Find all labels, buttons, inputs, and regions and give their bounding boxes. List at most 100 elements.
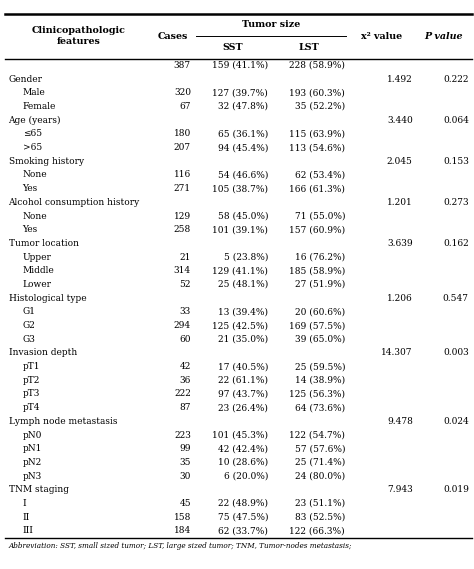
Text: 207: 207 <box>174 143 191 152</box>
Text: G2: G2 <box>23 321 36 330</box>
Text: None: None <box>23 171 47 179</box>
Text: 52: 52 <box>180 280 191 289</box>
Text: 159 (41.1%): 159 (41.1%) <box>212 61 268 70</box>
Text: 101 (45.3%): 101 (45.3%) <box>212 431 268 439</box>
Text: pN2: pN2 <box>23 458 42 467</box>
Text: 27 (51.9%): 27 (51.9%) <box>295 280 345 289</box>
Text: 222: 222 <box>174 389 191 398</box>
Text: Abbreviation: SST, small sized tumor; LST, large sized tumor; TNM, Tumor-nodes m: Abbreviation: SST, small sized tumor; LS… <box>9 542 352 550</box>
Text: 166 (61.3%): 166 (61.3%) <box>289 184 345 193</box>
Text: pT1: pT1 <box>23 362 40 371</box>
Text: 25 (59.5%): 25 (59.5%) <box>294 362 345 371</box>
Text: G1: G1 <box>23 307 36 316</box>
Text: 157 (60.9%): 157 (60.9%) <box>289 225 345 234</box>
Text: Lower: Lower <box>23 280 52 289</box>
Text: 228 (58.9%): 228 (58.9%) <box>289 61 345 70</box>
Text: 223: 223 <box>174 431 191 439</box>
Text: 115 (63.9%): 115 (63.9%) <box>289 129 345 138</box>
Text: Upper: Upper <box>23 253 51 262</box>
Text: 97 (43.7%): 97 (43.7%) <box>218 389 268 398</box>
Text: 25 (71.4%): 25 (71.4%) <box>295 458 345 467</box>
Text: 6 (20.0%): 6 (20.0%) <box>224 472 268 481</box>
Text: Yes: Yes <box>23 184 38 193</box>
Text: 33: 33 <box>180 307 191 316</box>
Text: 20 (60.6%): 20 (60.6%) <box>295 307 345 316</box>
Text: Invasion depth: Invasion depth <box>9 348 77 357</box>
Text: 99: 99 <box>180 444 191 453</box>
Text: 83 (52.5%): 83 (52.5%) <box>295 513 345 522</box>
Text: Histological type: Histological type <box>9 294 86 303</box>
Text: 45: 45 <box>179 499 191 508</box>
Text: ≤65: ≤65 <box>23 129 42 138</box>
Text: 105 (38.7%): 105 (38.7%) <box>212 184 268 193</box>
Text: 0.064: 0.064 <box>443 116 469 125</box>
Text: 23 (26.4%): 23 (26.4%) <box>218 403 268 412</box>
Text: pT3: pT3 <box>23 389 40 398</box>
Text: 158: 158 <box>173 513 191 522</box>
Text: 180: 180 <box>174 129 191 138</box>
Text: 320: 320 <box>174 88 191 97</box>
Text: 87: 87 <box>180 403 191 412</box>
Text: 62 (53.4%): 62 (53.4%) <box>295 171 345 179</box>
Text: 113 (54.6%): 113 (54.6%) <box>289 143 345 152</box>
Text: Smoking history: Smoking history <box>9 157 83 166</box>
Text: 258: 258 <box>174 225 191 234</box>
Text: Female: Female <box>23 102 56 111</box>
Text: 0.547: 0.547 <box>443 294 469 303</box>
Text: 17 (40.5%): 17 (40.5%) <box>218 362 268 371</box>
Text: P value: P value <box>424 32 463 41</box>
Text: 64 (73.6%): 64 (73.6%) <box>295 403 345 412</box>
Text: 1.492: 1.492 <box>387 75 413 84</box>
Text: 67: 67 <box>180 102 191 111</box>
Text: 35: 35 <box>180 458 191 467</box>
Text: 1.206: 1.206 <box>387 294 413 303</box>
Text: 58 (45.0%): 58 (45.0%) <box>218 212 268 221</box>
Text: 0.273: 0.273 <box>443 198 469 207</box>
Text: None: None <box>23 212 47 221</box>
Text: 71 (55.0%): 71 (55.0%) <box>294 212 345 221</box>
Text: 101 (39.1%): 101 (39.1%) <box>212 225 268 234</box>
Text: 0.024: 0.024 <box>443 417 469 426</box>
Text: Tumor location: Tumor location <box>9 239 79 248</box>
Text: pN1: pN1 <box>23 444 42 453</box>
Text: 23 (51.1%): 23 (51.1%) <box>295 499 345 508</box>
Text: 32 (47.8%): 32 (47.8%) <box>218 102 268 111</box>
Text: 25 (48.1%): 25 (48.1%) <box>218 280 268 289</box>
Text: 5 (23.8%): 5 (23.8%) <box>224 253 268 262</box>
Text: 16 (76.2%): 16 (76.2%) <box>295 253 345 262</box>
Text: 3.440: 3.440 <box>387 116 413 125</box>
Text: 185 (58.9%): 185 (58.9%) <box>289 266 345 275</box>
Text: 14 (38.9%): 14 (38.9%) <box>295 376 345 385</box>
Text: 13 (39.4%): 13 (39.4%) <box>218 307 268 316</box>
Text: 271: 271 <box>174 184 191 193</box>
Text: III: III <box>23 526 33 535</box>
Text: 0.222: 0.222 <box>443 75 469 84</box>
Text: 7.943: 7.943 <box>387 485 413 494</box>
Text: 125 (56.3%): 125 (56.3%) <box>289 389 345 398</box>
Text: 294: 294 <box>174 321 191 330</box>
Text: 314: 314 <box>174 266 191 275</box>
Text: Middle: Middle <box>23 266 55 275</box>
Text: x² value: x² value <box>361 32 402 41</box>
Text: 129 (41.1%): 129 (41.1%) <box>212 266 268 275</box>
Text: 127 (39.7%): 127 (39.7%) <box>212 88 268 97</box>
Text: pN0: pN0 <box>23 431 42 439</box>
Text: 0.162: 0.162 <box>443 239 469 248</box>
Text: 125 (42.5%): 125 (42.5%) <box>212 321 268 330</box>
Text: pT4: pT4 <box>23 403 40 412</box>
Text: 2.045: 2.045 <box>387 157 413 166</box>
Text: 24 (80.0%): 24 (80.0%) <box>295 472 345 481</box>
Text: 14.307: 14.307 <box>381 348 413 357</box>
Text: Gender: Gender <box>9 75 43 84</box>
Text: Cases: Cases <box>158 32 188 41</box>
Text: 42 (42.4%): 42 (42.4%) <box>218 444 268 453</box>
Text: 57 (57.6%): 57 (57.6%) <box>294 444 345 453</box>
Text: 36: 36 <box>180 376 191 385</box>
Text: SST: SST <box>222 43 243 52</box>
Text: 22 (48.9%): 22 (48.9%) <box>218 499 268 508</box>
Text: 9.478: 9.478 <box>387 417 413 426</box>
Text: 35 (52.2%): 35 (52.2%) <box>295 102 345 111</box>
Text: Tumor size: Tumor size <box>242 20 300 30</box>
Text: pN3: pN3 <box>23 472 42 481</box>
Text: 122 (54.7%): 122 (54.7%) <box>289 431 345 439</box>
